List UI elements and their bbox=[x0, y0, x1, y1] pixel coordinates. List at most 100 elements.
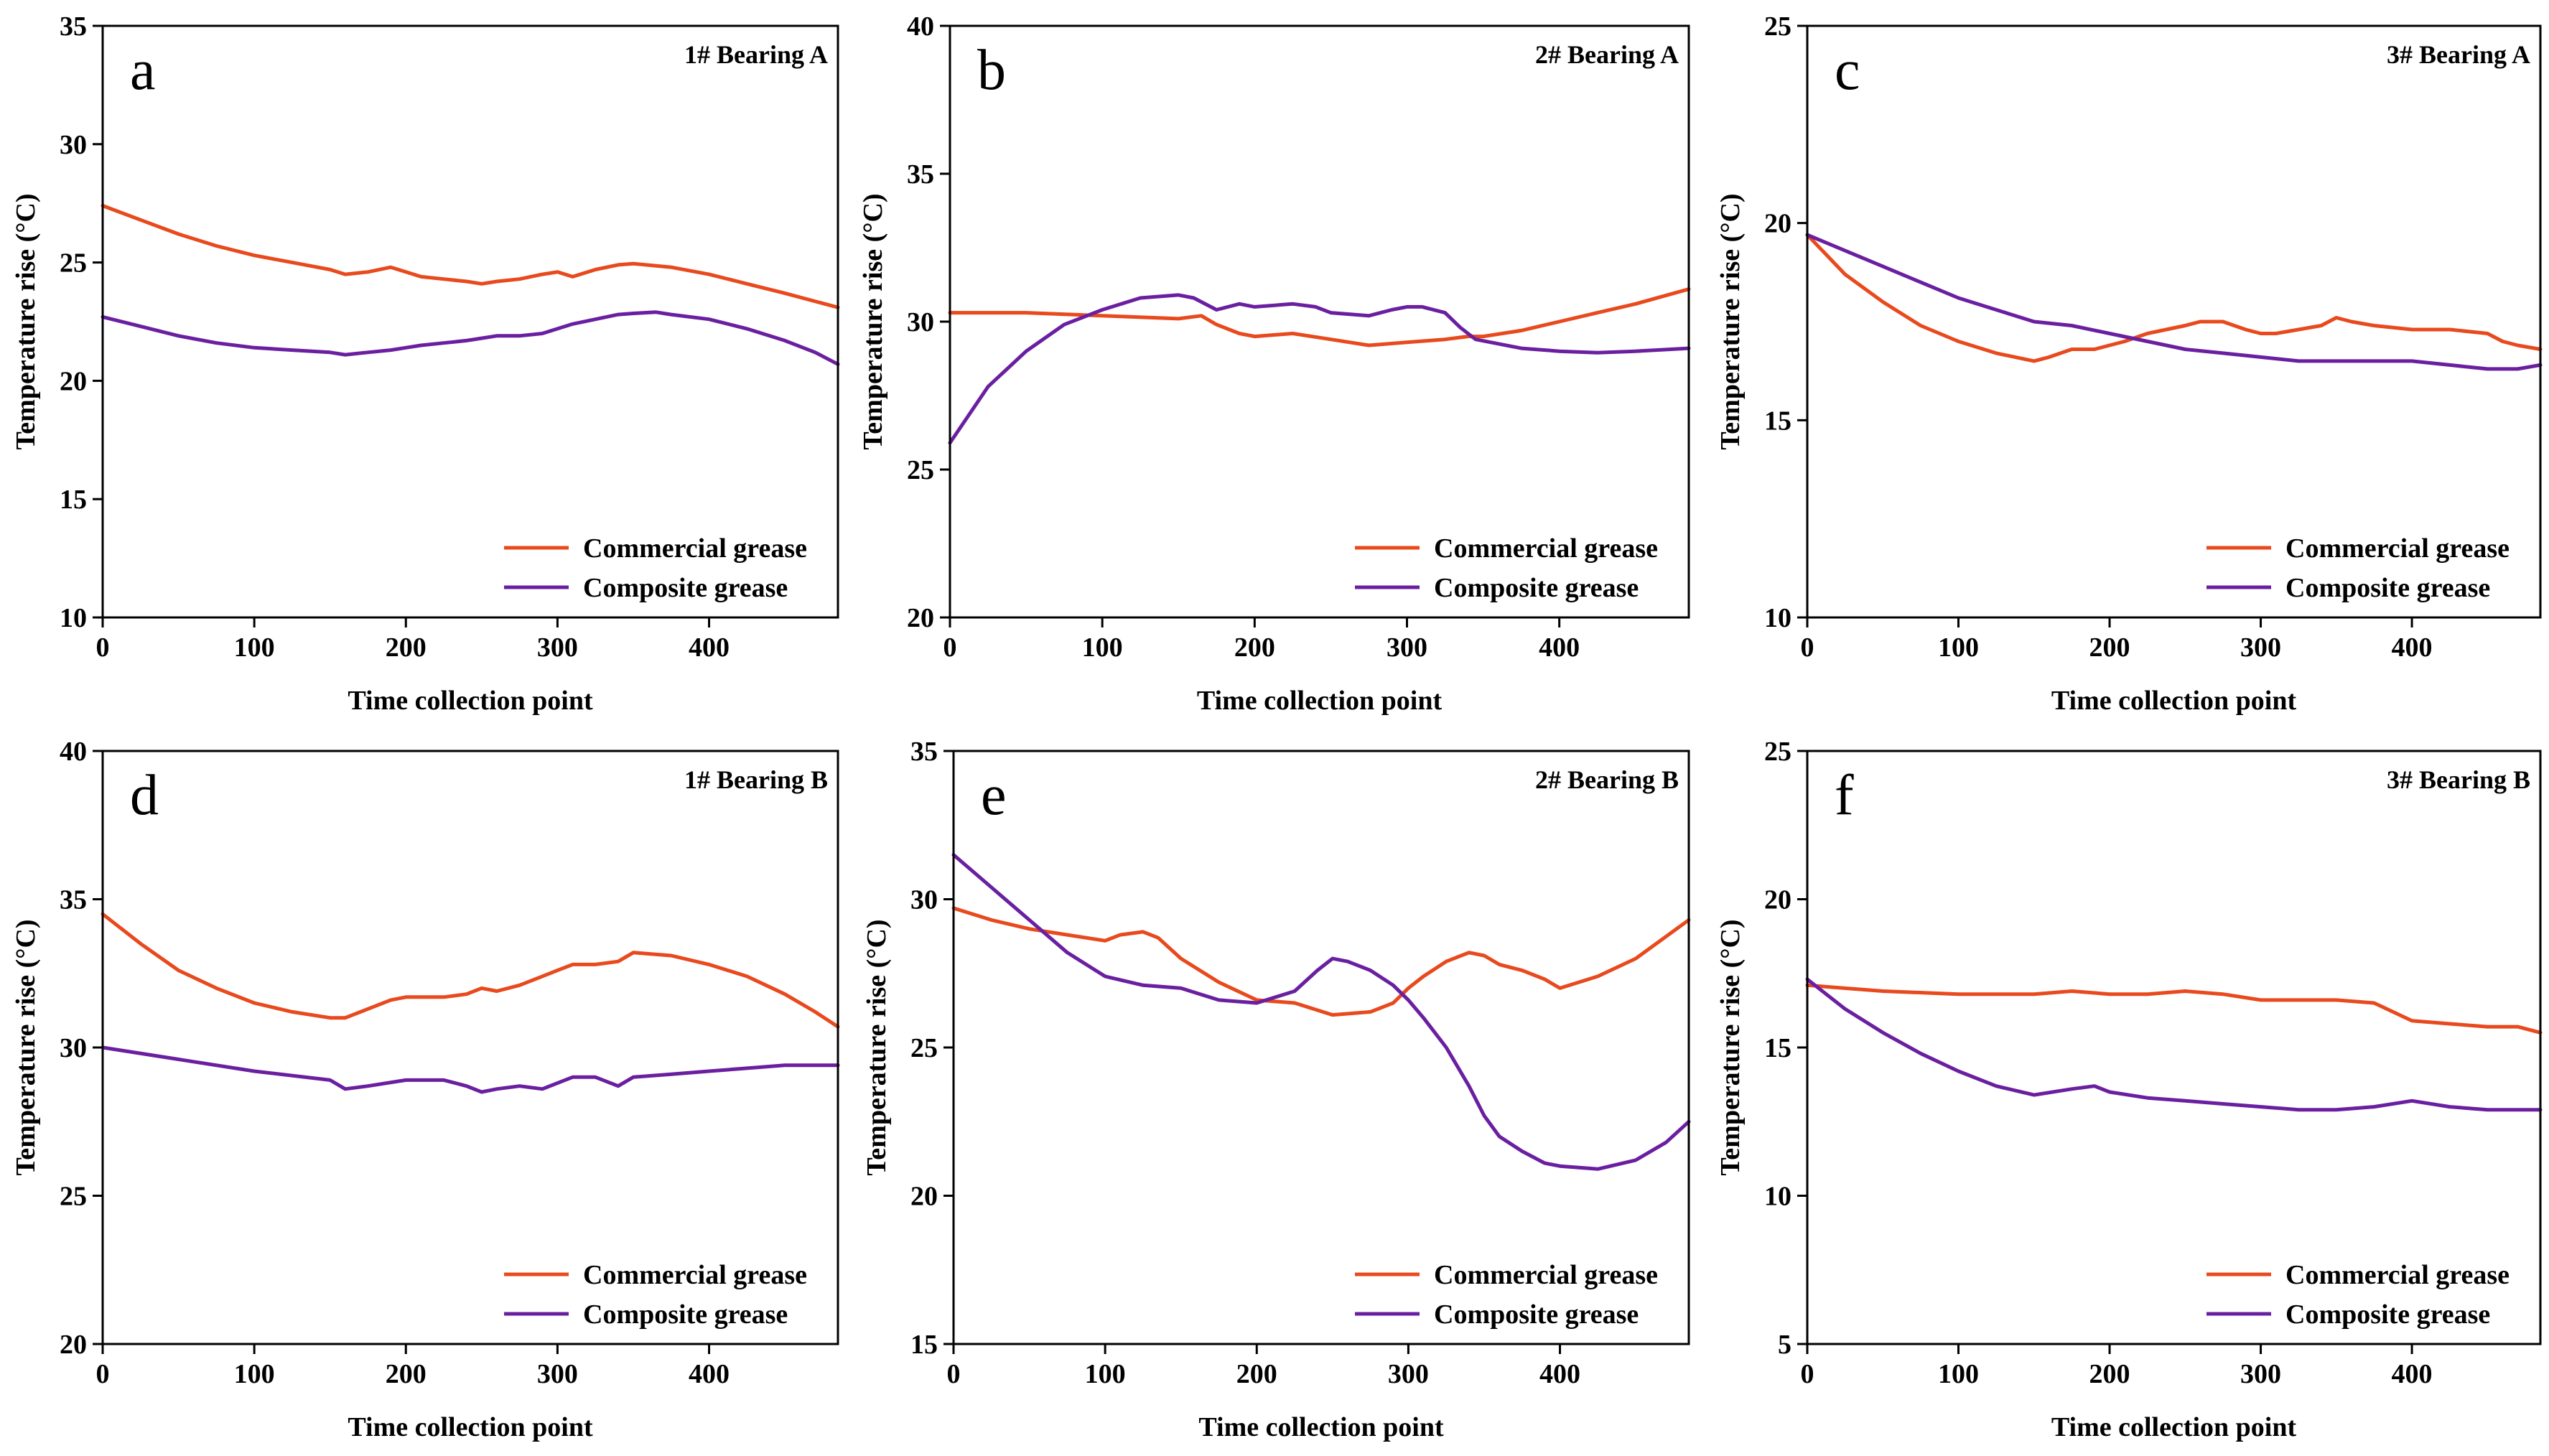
x-tick-label-d: 0 bbox=[96, 1359, 110, 1389]
y-tick-label-f: 5 bbox=[1778, 1330, 1791, 1360]
y-tick-label-a: 20 bbox=[60, 366, 87, 396]
legend-label-composite-b: Composite grease bbox=[1434, 573, 1639, 603]
chart-panel-d: 0 100 200 300 400 20 25 30 35 40 Time collection p… bbox=[11, 737, 840, 1442]
x-tick-label-a: 200 bbox=[386, 633, 427, 663]
x-tick-label-c: 100 bbox=[1938, 633, 1979, 663]
y-tick-label-b: 20 bbox=[907, 603, 934, 633]
y-tick-label-b: 30 bbox=[907, 307, 934, 337]
y-tick-label-c: 15 bbox=[1764, 406, 1791, 436]
y-tick-label-f: 15 bbox=[1764, 1033, 1791, 1063]
x-tick-label-b: 0 bbox=[943, 633, 957, 663]
legend-label-commercial-d: Commercial grease bbox=[583, 1260, 807, 1290]
x-tick-label-e: 100 bbox=[1085, 1359, 1126, 1389]
y-tick-label-c: 10 bbox=[1764, 603, 1791, 633]
panel-title-c: 3# Bearing A bbox=[2387, 40, 2530, 69]
y-axis-title-e: Temperature rise (°C) bbox=[862, 919, 892, 1175]
legend-label-commercial-f: Commercial grease bbox=[2285, 1260, 2510, 1290]
x-tick-label-c: 200 bbox=[2089, 633, 2130, 663]
x-axis-title-d: Time collection point bbox=[348, 1412, 593, 1442]
y-tick-label-f: 25 bbox=[1764, 737, 1791, 767]
legend-label-commercial-e: Commercial grease bbox=[1434, 1260, 1658, 1290]
x-tick-label-c: 300 bbox=[2240, 633, 2281, 663]
panel-letter-e: e bbox=[981, 764, 1007, 827]
panel-title-a: 1# Bearing A bbox=[684, 40, 828, 69]
series-line-commercial-f bbox=[1805, 983, 2543, 1035]
panel-title-f: 3# Bearing B bbox=[2387, 765, 2530, 794]
y-tick-label-d: 40 bbox=[60, 737, 87, 767]
y-tick-label-b: 40 bbox=[907, 11, 934, 42]
y-axis-title-b: Temperature rise (°C) bbox=[858, 193, 888, 449]
chart-panel-c: 0 100 200 300 400 10 15 20 25 Time collection poi… bbox=[1715, 11, 2543, 716]
x-axis-title-c: Time collection point bbox=[2051, 686, 2297, 716]
x-tick-label-f: 0 bbox=[1801, 1359, 1814, 1389]
x-tick-label-b: 400 bbox=[1539, 633, 1580, 663]
series-line-composite-c bbox=[1805, 233, 2543, 371]
legend-label-composite-c: Composite grease bbox=[2285, 573, 2490, 603]
legend-label-commercial-c: Commercial grease bbox=[2285, 533, 2510, 564]
y-tick-label-d: 35 bbox=[60, 885, 87, 915]
chart-panel-f: 0 100 200 300 400 5 10 15 20 25 Time collection po… bbox=[1715, 737, 2543, 1442]
y-tick-label-f: 10 bbox=[1764, 1182, 1791, 1212]
y-tick-label-a: 35 bbox=[60, 11, 87, 42]
y-axis-title-a: Temperature rise (°C) bbox=[11, 193, 41, 449]
series-line-composite-b bbox=[948, 293, 1691, 445]
y-tick-label-e: 20 bbox=[910, 1182, 938, 1212]
y-tick-label-f: 20 bbox=[1764, 885, 1791, 915]
series-line-commercial-c bbox=[1805, 233, 2543, 363]
y-tick-label-d: 25 bbox=[60, 1182, 87, 1212]
y-tick-label-d: 20 bbox=[60, 1330, 87, 1360]
y-tick-label-a: 30 bbox=[60, 130, 87, 160]
x-tick-label-c: 400 bbox=[2392, 633, 2433, 663]
panel-letter-c: c bbox=[1835, 39, 1860, 102]
panel-letter-b: b bbox=[977, 39, 1006, 102]
x-axis-title-b: Time collection point bbox=[1197, 686, 1443, 716]
legend-label-composite-f: Composite grease bbox=[2285, 1299, 2490, 1330]
x-tick-label-a: 300 bbox=[537, 633, 578, 663]
y-tick-label-c: 25 bbox=[1764, 11, 1791, 42]
y-axis-title-d: Temperature rise (°C) bbox=[11, 919, 41, 1175]
series-line-composite-f bbox=[1805, 977, 2543, 1112]
x-tick-label-b: 100 bbox=[1082, 633, 1123, 663]
series-line-composite-a bbox=[101, 310, 840, 366]
y-tick-label-e: 15 bbox=[910, 1330, 938, 1360]
series-line-composite-d bbox=[101, 1045, 840, 1094]
series-line-commercial-b bbox=[948, 287, 1691, 347]
y-tick-label-b: 35 bbox=[907, 159, 934, 190]
y-tick-label-e: 35 bbox=[910, 737, 938, 767]
plot-frame-c bbox=[1806, 24, 2542, 619]
x-tick-label-e: 0 bbox=[947, 1359, 961, 1389]
x-tick-label-f: 100 bbox=[1938, 1359, 1979, 1389]
x-tick-label-a: 400 bbox=[689, 633, 730, 663]
panel-title-b: 2# Bearing A bbox=[1535, 40, 1679, 69]
panel-title-e: 2# Bearing B bbox=[1535, 765, 1679, 794]
x-axis-title-a: Time collection point bbox=[348, 686, 593, 716]
series-line-commercial-d bbox=[101, 912, 840, 1029]
y-tick-label-e: 25 bbox=[910, 1033, 938, 1063]
legend-label-composite-a: Composite grease bbox=[583, 573, 788, 603]
x-axis-title-f: Time collection point bbox=[2051, 1412, 2297, 1442]
y-axis-title-c: Temperature rise (°C) bbox=[1715, 193, 1746, 449]
legend-label-commercial-b: Commercial grease bbox=[1434, 533, 1658, 564]
x-tick-label-d: 400 bbox=[689, 1359, 730, 1389]
panel-letter-a: a bbox=[130, 39, 156, 102]
x-tick-label-a: 0 bbox=[96, 633, 110, 663]
y-tick-label-d: 30 bbox=[60, 1033, 87, 1063]
series-line-composite-e bbox=[951, 853, 1691, 1171]
y-tick-label-b: 25 bbox=[907, 455, 934, 485]
y-tick-label-a: 25 bbox=[60, 248, 87, 279]
x-tick-label-b: 300 bbox=[1387, 633, 1427, 663]
x-axis-title-e: Time collection point bbox=[1198, 1412, 1444, 1442]
series-line-commercial-a bbox=[101, 204, 840, 309]
y-tick-label-a: 15 bbox=[60, 485, 87, 515]
legend-label-composite-d: Composite grease bbox=[583, 1299, 788, 1330]
x-tick-label-e: 400 bbox=[1539, 1359, 1580, 1389]
y-tick-label-a: 10 bbox=[60, 603, 87, 633]
y-tick-label-e: 30 bbox=[910, 885, 938, 915]
x-tick-label-d: 200 bbox=[386, 1359, 427, 1389]
legend-label-commercial-a: Commercial grease bbox=[583, 533, 807, 564]
x-tick-label-d: 300 bbox=[537, 1359, 578, 1389]
x-tick-label-e: 300 bbox=[1388, 1359, 1429, 1389]
plot-frame-f bbox=[1806, 750, 2542, 1345]
panel-letter-d: d bbox=[130, 764, 159, 827]
